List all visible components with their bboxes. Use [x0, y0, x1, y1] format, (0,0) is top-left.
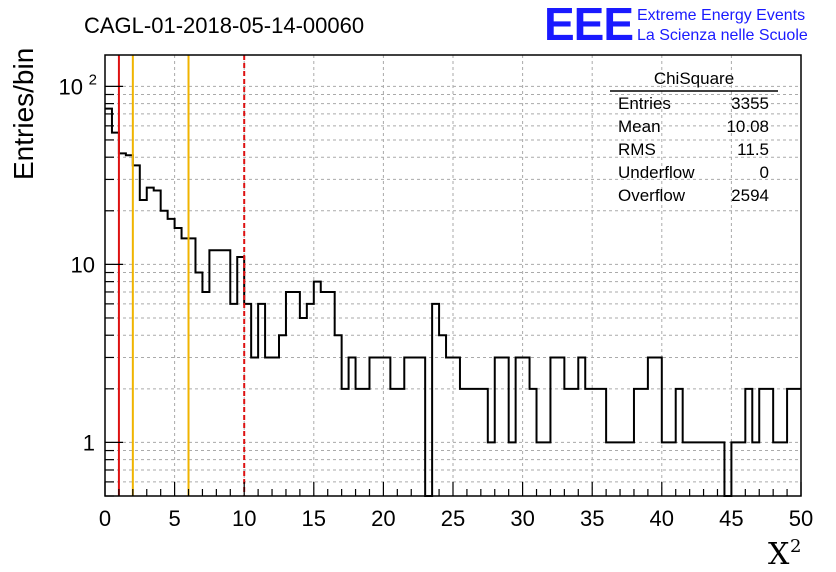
threshold-lines: [117, 55, 246, 496]
x-tick-label: 5: [168, 506, 180, 531]
stats-value: 3355: [731, 94, 769, 113]
x-tick-label: 10: [232, 506, 256, 531]
stats-label: Overflow: [618, 186, 686, 205]
x-axis-label-text: X: [768, 537, 790, 572]
x-tick-label: 15: [302, 506, 326, 531]
eee-logo: EEE Extreme Energy Events La Scienza nel…: [544, 0, 808, 50]
y-axis-label: Entries/bin: [8, 48, 39, 180]
chart-title: CAGL-01-2018-05-14-00060: [84, 13, 364, 38]
stats-label: Mean: [618, 117, 661, 136]
y-tick-label: 10 2: [59, 71, 97, 99]
x-tick-label: 25: [441, 506, 465, 531]
x-tick-label: 40: [650, 506, 674, 531]
logo-acronym: EEE: [544, 0, 633, 50]
x-axis-label-sup: 2: [790, 536, 801, 557]
x-tick-label: 30: [510, 506, 534, 531]
y-tick-label: 10: [71, 252, 95, 277]
x-tick-label: 20: [371, 506, 395, 531]
stats-box: ChiSquare Entries 3355 Mean 10.08 RMS 11.5 Und…: [610, 69, 778, 205]
stats-value: 2594: [731, 186, 769, 205]
x-tick-label: 45: [719, 506, 743, 531]
stats-value: 10.08: [726, 117, 769, 136]
x-axis-label: X 2: [768, 536, 801, 572]
stats-label: Underflow: [618, 163, 695, 182]
stats-label: Entries: [618, 94, 671, 113]
stats-value: 0: [760, 163, 769, 182]
stats-label: RMS: [618, 140, 656, 159]
y-tick-label-text: 10: [71, 252, 95, 277]
axis-ticks: 0 5 10 15 20 25 30 35 40 45 50 1 10 10 2: [59, 71, 814, 531]
logo-line1: Extreme Energy Events: [637, 7, 805, 24]
y-tick-label-sup: 2: [89, 71, 97, 88]
x-tick-label: 0: [99, 506, 111, 531]
stats-value: 11.5: [737, 140, 769, 159]
y-tick-label: 1: [83, 430, 95, 455]
y-tick-label-text: 1: [83, 430, 95, 455]
y-tick-label-text: 10: [59, 74, 83, 99]
stats-title: ChiSquare: [654, 69, 734, 88]
x-tick-label: 50: [789, 506, 813, 531]
logo-line2: La Scienza nelle Scuole: [637, 27, 808, 44]
x-tick-label: 35: [580, 506, 604, 531]
